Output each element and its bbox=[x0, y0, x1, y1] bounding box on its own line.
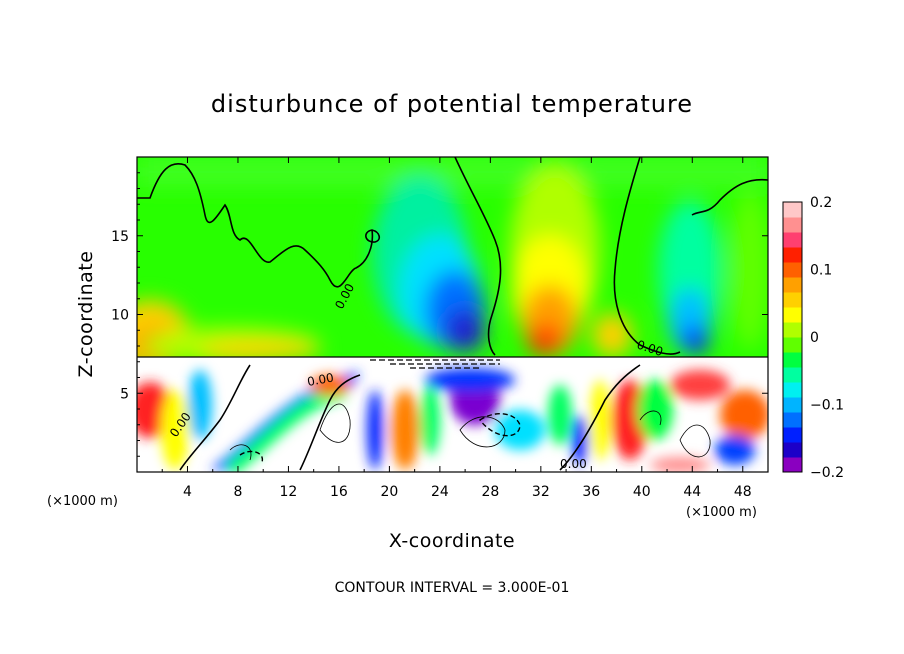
colorbar-tick-label: −0.2 bbox=[810, 465, 844, 481]
colorbar-swatch bbox=[783, 382, 802, 398]
x-tick-label: 28 bbox=[481, 484, 499, 500]
x-axis-label: X-coordinate bbox=[389, 530, 515, 552]
field-image: 0.00 0.00 0.00 0.00 0.00 bbox=[137, 157, 768, 472]
colorbar-swatch bbox=[783, 322, 802, 338]
colorbar-ticks: 0.2 0.1 0 −0.1 −0.2 bbox=[810, 195, 844, 481]
contour-interval-note: CONTOUR INTERVAL = 3.000E-01 bbox=[335, 580, 570, 596]
y-tick-label: 15 bbox=[111, 229, 129, 245]
colorbar-swatch bbox=[783, 412, 802, 428]
colorbar-swatch bbox=[783, 337, 802, 353]
zero-contours bbox=[137, 157, 768, 471]
colorbar-frame bbox=[782, 201, 803, 473]
x-tick-label: 48 bbox=[734, 484, 752, 500]
colorbar-tick-label: 0.2 bbox=[810, 195, 832, 211]
x-unit-left: (×1000 m) bbox=[47, 494, 118, 509]
x-tick-label: 20 bbox=[380, 484, 398, 500]
negative-contours bbox=[239, 413, 521, 463]
thin-contours bbox=[229, 403, 711, 461]
y-axis-ticks: 5 10 15 bbox=[111, 172, 768, 457]
chart-title: disturbunce of potential temperature bbox=[211, 90, 693, 118]
upper-field-features bbox=[137, 157, 768, 370]
contour-label: 0.00 bbox=[306, 371, 335, 389]
x-tick-label: 12 bbox=[280, 484, 298, 500]
colorbar-swatch bbox=[783, 352, 802, 368]
x-tick-label: 32 bbox=[532, 484, 550, 500]
colorbar-tick-label: −0.1 bbox=[810, 398, 844, 414]
colorbar-swatch bbox=[783, 457, 802, 473]
boundary-dashes bbox=[370, 359, 500, 369]
colorbar-swatch bbox=[783, 442, 802, 458]
colorbar-swatch bbox=[783, 232, 802, 248]
colorbar-swatch bbox=[783, 367, 802, 383]
contour-label: 0.00 bbox=[560, 457, 587, 471]
colorbar-swatch bbox=[783, 397, 802, 413]
colorbar-tick-label: 0.1 bbox=[810, 263, 832, 279]
x-tick-label: 4 bbox=[183, 484, 192, 500]
y-axis-label: Z-coordinate bbox=[75, 251, 97, 378]
x-tick-label: 16 bbox=[330, 484, 348, 500]
y-tick-label: 10 bbox=[111, 308, 129, 324]
x-tick-label: 24 bbox=[431, 484, 449, 500]
x-axis-ticks: 4 8 12 16 20 24 28 32 36 40 44 48 bbox=[161, 157, 752, 500]
x-tick-label: 8 bbox=[233, 484, 242, 500]
colorbar-swatch bbox=[783, 247, 802, 263]
x-tick-label: 40 bbox=[633, 484, 651, 500]
colorbar-tick-label: 0 bbox=[810, 330, 819, 346]
colorbar-swatch bbox=[783, 427, 802, 443]
colorbar-swatch bbox=[783, 292, 802, 308]
colorbar-swatch bbox=[783, 262, 802, 278]
y-tick-label: 5 bbox=[120, 386, 129, 402]
x-unit-right: (×1000 m) bbox=[686, 505, 757, 520]
colorbar-swatch bbox=[783, 277, 802, 293]
colorbar-swatch bbox=[783, 307, 802, 323]
colorbar-swatch bbox=[783, 217, 802, 233]
colorbar bbox=[783, 202, 802, 473]
colorbar-swatch bbox=[783, 202, 802, 218]
x-tick-label: 44 bbox=[683, 484, 701, 500]
x-tick-label: 36 bbox=[582, 484, 600, 500]
